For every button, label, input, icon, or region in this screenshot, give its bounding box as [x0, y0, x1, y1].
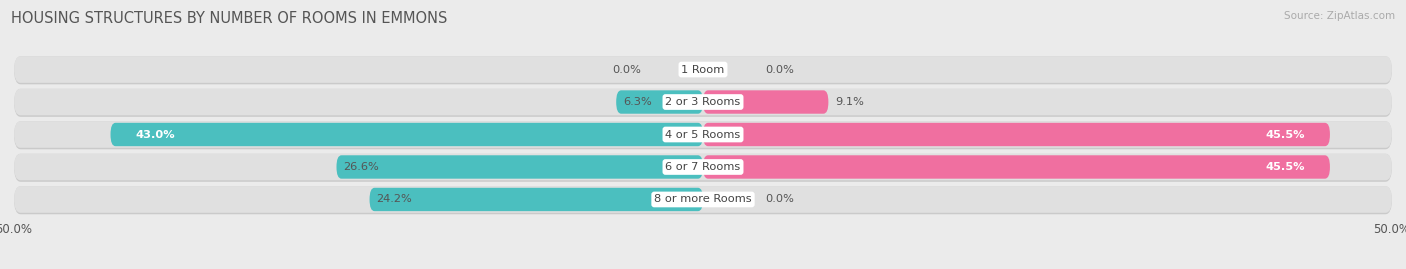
- Text: HOUSING STRUCTURES BY NUMBER OF ROOMS IN EMMONS: HOUSING STRUCTURES BY NUMBER OF ROOMS IN…: [11, 11, 447, 26]
- FancyBboxPatch shape: [14, 186, 1392, 214]
- Text: 8 or more Rooms: 8 or more Rooms: [654, 194, 752, 204]
- Text: 26.6%: 26.6%: [343, 162, 380, 172]
- FancyBboxPatch shape: [370, 188, 703, 211]
- FancyBboxPatch shape: [14, 89, 1392, 115]
- Text: 9.1%: 9.1%: [835, 97, 865, 107]
- Text: 0.0%: 0.0%: [765, 194, 794, 204]
- FancyBboxPatch shape: [14, 154, 1392, 182]
- FancyBboxPatch shape: [14, 154, 1392, 180]
- FancyBboxPatch shape: [111, 123, 703, 146]
- Text: 45.5%: 45.5%: [1265, 129, 1305, 140]
- FancyBboxPatch shape: [616, 90, 703, 114]
- Text: 2 or 3 Rooms: 2 or 3 Rooms: [665, 97, 741, 107]
- Text: 1 Room: 1 Room: [682, 65, 724, 75]
- FancyBboxPatch shape: [703, 123, 1330, 146]
- Text: 0.0%: 0.0%: [765, 65, 794, 75]
- Text: 43.0%: 43.0%: [135, 129, 174, 140]
- Text: 0.0%: 0.0%: [612, 65, 641, 75]
- FancyBboxPatch shape: [14, 186, 1392, 213]
- FancyBboxPatch shape: [336, 155, 703, 179]
- FancyBboxPatch shape: [703, 90, 828, 114]
- FancyBboxPatch shape: [14, 121, 1392, 149]
- FancyBboxPatch shape: [14, 56, 1392, 84]
- Text: 24.2%: 24.2%: [377, 194, 412, 204]
- Text: 6 or 7 Rooms: 6 or 7 Rooms: [665, 162, 741, 172]
- Text: 4 or 5 Rooms: 4 or 5 Rooms: [665, 129, 741, 140]
- FancyBboxPatch shape: [703, 155, 1330, 179]
- Text: 6.3%: 6.3%: [623, 97, 652, 107]
- Text: 45.5%: 45.5%: [1265, 162, 1305, 172]
- FancyBboxPatch shape: [14, 121, 1392, 148]
- Text: Source: ZipAtlas.com: Source: ZipAtlas.com: [1284, 11, 1395, 21]
- FancyBboxPatch shape: [14, 56, 1392, 83]
- FancyBboxPatch shape: [14, 89, 1392, 117]
